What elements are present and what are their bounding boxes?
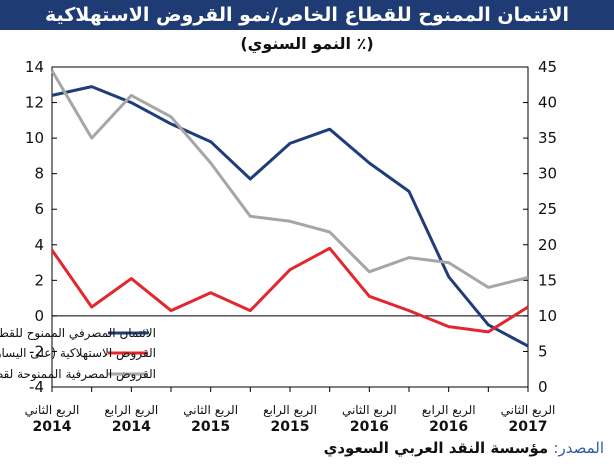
y-right-tick-label: 20 [538, 236, 557, 254]
x-tick-label-year: 2017 [509, 419, 548, 435]
y-right-tick-label: 25 [538, 200, 557, 218]
x-tick-label-quarter: الربع الثاني [25, 403, 80, 418]
x-tick-label-year: 2015 [191, 419, 230, 435]
y-right-tick-label: 45 [538, 58, 557, 76]
y-left-tick-label: -2 [29, 342, 44, 360]
x-tick-label-quarter: الربع الرابع [263, 403, 317, 418]
series-line-1 [51, 85, 529, 348]
y-right-tick-label: 35 [538, 129, 557, 147]
y-left-tick-label: -4 [29, 378, 44, 396]
x-tick-label-year: 2014 [33, 419, 72, 435]
x-tick-label-quarter: الربع الثاني [342, 403, 397, 418]
y-right-tick-label: 5 [538, 342, 548, 360]
y-left-tick-label: 6 [34, 200, 44, 218]
y-right-tick-label: 10 [538, 307, 557, 325]
x-tick-label-quarter: الربع الرابع [422, 403, 476, 418]
y-right-tick-label: 0 [538, 378, 548, 396]
x-tick-label-year: 2016 [429, 419, 468, 435]
x-tick-label-year: 2015 [271, 419, 310, 435]
legend-label-1: الائتمان المصرفي الممنوح للقطاع الخاص (ع… [0, 326, 156, 341]
x-tick-label-quarter: الربع الثاني [501, 403, 556, 418]
y-left-tick-label: 2 [34, 271, 44, 289]
source-separator: : [553, 439, 559, 457]
y-right-tick-label: 30 [538, 165, 557, 183]
y-left-tick-label: 12 [25, 94, 44, 112]
x-tick-label-quarter: الربع الرابع [104, 403, 158, 418]
source-text: مؤسسة النقد العربي السعودي [323, 439, 554, 457]
chart-subtitle: (٪ النمو السنوي) [240, 34, 374, 53]
y-left-tick-label: 8 [34, 165, 44, 183]
source-label: المصدر [558, 439, 604, 457]
legend-label-2: القروض الاستهلاكية (على اليسار) [0, 346, 156, 361]
x-tick-label-quarter: الربع الثاني [183, 403, 238, 418]
chart-title: الائتمان الممنوح للقطاع الخاص/نمو القروض… [0, 0, 614, 30]
series-line-2 [50, 246, 529, 334]
y-left-tick-label: 14 [25, 58, 44, 76]
x-tick-label-year: 2016 [350, 419, 389, 435]
series-line-3 [50, 69, 529, 289]
legend-label-3: القروض المصرفية الممنوحة لقطاع العقار (ع… [0, 367, 156, 382]
y-right-tick-label: 40 [538, 94, 557, 112]
source-note: المصدر: مؤسسة النقد العربي السعودي [324, 438, 604, 458]
y-left-tick-label: 10 [25, 129, 44, 147]
x-tick-label-year: 2014 [112, 419, 151, 435]
y-right-tick-label: 15 [538, 271, 557, 289]
y-left-tick-label: 4 [34, 236, 44, 254]
y-left-tick-label: 0 [34, 307, 44, 325]
